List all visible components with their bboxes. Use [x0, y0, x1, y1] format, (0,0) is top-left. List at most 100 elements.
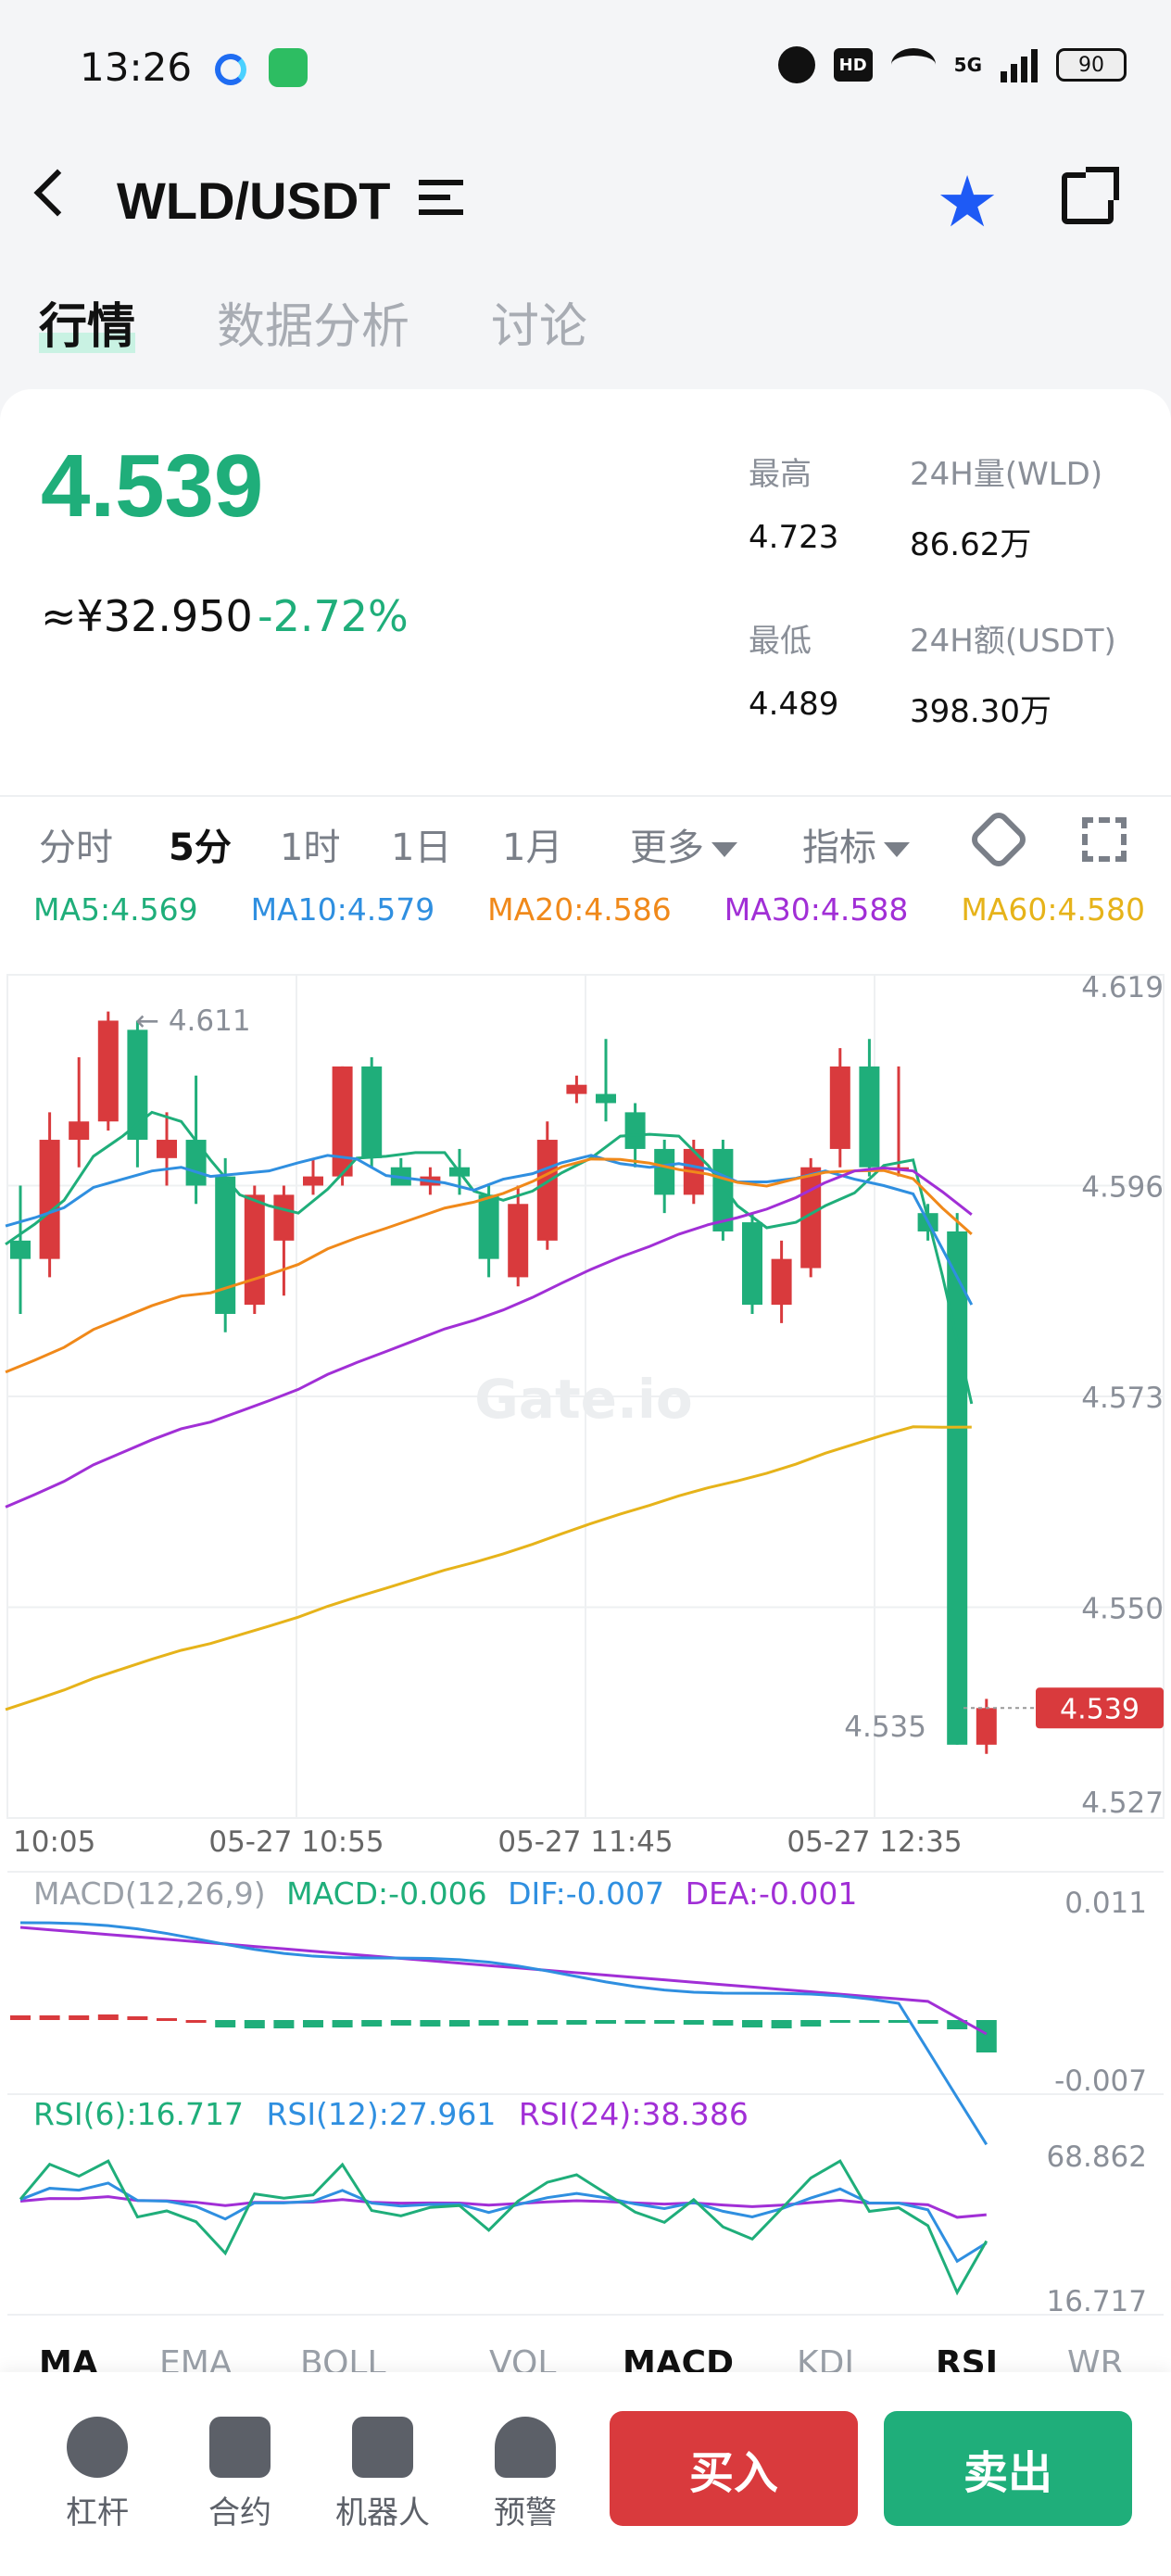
- nav-contract-label: 合约: [208, 2494, 271, 2532]
- nav-bot[interactable]: 机器人: [332, 2417, 434, 2532]
- nav-contract[interactable]: 合约: [189, 2417, 291, 2532]
- sell-button[interactable]: 卖出: [884, 2411, 1132, 2526]
- tab-data-analysis[interactable]: 数据分析: [217, 299, 410, 355]
- status-right: HD 5G 90: [777, 46, 1127, 83]
- macd-y-tick: -0.007: [1054, 2065, 1147, 2098]
- candle-body: [10, 1240, 31, 1259]
- candle-body: [712, 1148, 734, 1231]
- x-tick-label: 10:05: [13, 1825, 95, 1859]
- high-label: 最高: [749, 456, 812, 493]
- macd-bar: [185, 2020, 207, 2023]
- kline-chart[interactable]: 4.619 4.596 4.573 4.550 4.527 Gate.io ← 4.611 4…: [0, 964, 1171, 2317]
- y-tick-label: 4.619: [1081, 971, 1164, 1004]
- macd-bar: [97, 2014, 119, 2020]
- rsi-y-tick: 16.717: [1047, 2285, 1147, 2317]
- candle-body: [185, 1140, 207, 1186]
- rsi-legend: RSI(6):16.717 RSI(12):27.961 RSI(24):38.…: [33, 2096, 749, 2132]
- tf-time-share[interactable]: 分时: [39, 827, 113, 869]
- tf-1day[interactable]: 1日: [391, 827, 452, 869]
- macd-value: MACD:-0.006: [286, 1875, 487, 1912]
- ind-tab-vol[interactable]: VOL: [489, 2344, 557, 2372]
- current-price-tag-label: 4.539: [1060, 1693, 1140, 1725]
- app-notification-icon: [215, 54, 246, 85]
- tab-discussion[interactable]: 讨论: [491, 299, 588, 355]
- buy-button[interactable]: 买入: [610, 2411, 858, 2526]
- candle-body: [508, 1204, 529, 1278]
- macd-bar: [829, 2020, 850, 2023]
- dea-line: [19, 1926, 988, 2036]
- tf-1hour[interactable]: 1时: [280, 827, 341, 869]
- macd-bar: [947, 2020, 968, 2029]
- tf-1month[interactable]: 1月: [502, 827, 563, 869]
- nav-alert[interactable]: 预警: [474, 2417, 576, 2532]
- candle-body: [859, 1066, 880, 1168]
- x-tick-label: 05-27 11:45: [497, 1825, 673, 1859]
- nav-alert-label: 预警: [494, 2494, 557, 2532]
- ind-tab-rsi[interactable]: RSI: [936, 2344, 999, 2372]
- macd-bar: [654, 2020, 675, 2024]
- menu-icon[interactable]: [419, 180, 463, 221]
- ma30-line: [5, 1166, 973, 1509]
- macd-bar: [712, 2020, 734, 2026]
- macd-bar: [859, 2020, 880, 2023]
- tf-more-dropdown[interactable]: 更多: [630, 817, 737, 871]
- tf-5min[interactable]: 5分: [169, 827, 232, 869]
- candle-body: [536, 1140, 558, 1241]
- macd-bar: [273, 2020, 295, 2028]
- back-icon[interactable]: [33, 169, 82, 217]
- tab-market[interactable]: 行情: [39, 287, 136, 357]
- macd-bar: [683, 2020, 704, 2025]
- candle-body: [273, 1194, 295, 1241]
- rsi24-line: [19, 2195, 987, 2219]
- ind-tab-macd[interactable]: MACD: [623, 2344, 734, 2372]
- watermark-text: Gate.io: [474, 1368, 693, 1431]
- candle-body: [742, 1222, 762, 1306]
- nav-leverage[interactable]: 杠杆: [46, 2417, 148, 2532]
- ind-tab-boll[interactable]: BOLL: [300, 2344, 386, 2372]
- ind-tab-wr[interactable]: WR: [1067, 2344, 1124, 2372]
- macd-bar: [888, 2020, 909, 2023]
- macd-bar: [69, 2015, 90, 2020]
- ma20-line: [5, 1157, 973, 1374]
- dif-value: DIF:-0.007: [508, 1875, 665, 1912]
- macd-bar: [976, 2020, 997, 2052]
- candle-body: [69, 1121, 90, 1141]
- ma5-value: MA5:4.569: [33, 891, 198, 928]
- fullscreen-icon[interactable]: [1082, 817, 1127, 862]
- candle-body: [596, 1093, 616, 1104]
- ind-tab-ma[interactable]: MA: [39, 2344, 98, 2372]
- macd-bar: [127, 2016, 148, 2020]
- ma10-value: MA10:4.579: [250, 891, 435, 928]
- chart-settings-icon[interactable]: [967, 808, 1030, 871]
- pair-title[interactable]: WLD/USDT: [117, 171, 391, 230]
- high-annotation: ← 4.611: [135, 1004, 251, 1038]
- chevron-down-icon: [884, 842, 910, 857]
- y-tick-label: 4.550: [1081, 1593, 1164, 1626]
- macd-label: MACD(12,26,9): [33, 1875, 266, 1912]
- candle-body: [361, 1066, 383, 1158]
- ind-tab-ema[interactable]: EMA: [159, 2344, 233, 2372]
- indicator-dropdown[interactable]: 指标: [802, 817, 910, 871]
- share-icon[interactable]: [1062, 167, 1119, 224]
- amount-value: 398.30万: [910, 693, 1051, 730]
- last-price: 4.539: [41, 436, 264, 536]
- macd-bar: [244, 2020, 265, 2028]
- low-value: 4.489: [749, 686, 839, 723]
- tf-more-label: 更多: [630, 827, 704, 869]
- current-price-tag: [1036, 1687, 1164, 1729]
- macd-bar: [215, 2020, 236, 2027]
- candle-body: [97, 1020, 119, 1122]
- ind-tab-kdj[interactable]: KDJ: [797, 2344, 854, 2372]
- y-tick-label: 4.596: [1081, 1171, 1164, 1205]
- indicator-label: 指标: [802, 827, 876, 869]
- rsi12-line: [19, 2181, 988, 2264]
- ma20-value: MA20:4.586: [487, 891, 672, 928]
- candle-body: [244, 1194, 265, 1306]
- macd-bar: [390, 2020, 411, 2026]
- kline-svg[interactable]: 4.619 4.596 4.573 4.550 4.527 Gate.io ← 4.611 4…: [0, 964, 1171, 2317]
- price-card: 4.539 ≈¥32.950 -2.72% 最高 4.723 最低 4.489 …: [0, 389, 1171, 2576]
- bot-icon: [352, 2417, 413, 2478]
- x-tick-label: 05-27 12:35: [787, 1825, 962, 1859]
- star-icon[interactable]: ★: [936, 160, 1000, 243]
- rsi24-value: RSI(24):38.386: [518, 2096, 749, 2132]
